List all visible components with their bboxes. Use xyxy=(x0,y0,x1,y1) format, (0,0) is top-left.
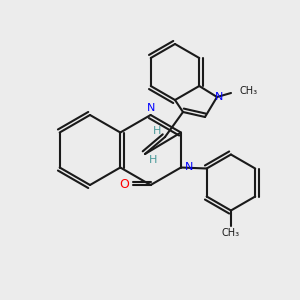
Text: N: N xyxy=(185,163,193,172)
Text: CH₃: CH₃ xyxy=(222,227,240,238)
Text: H: H xyxy=(149,155,157,165)
Text: H: H xyxy=(153,126,161,136)
Text: N: N xyxy=(215,92,223,102)
Text: N: N xyxy=(146,103,155,113)
Text: CH₃: CH₃ xyxy=(239,86,257,96)
Text: O: O xyxy=(120,178,130,191)
